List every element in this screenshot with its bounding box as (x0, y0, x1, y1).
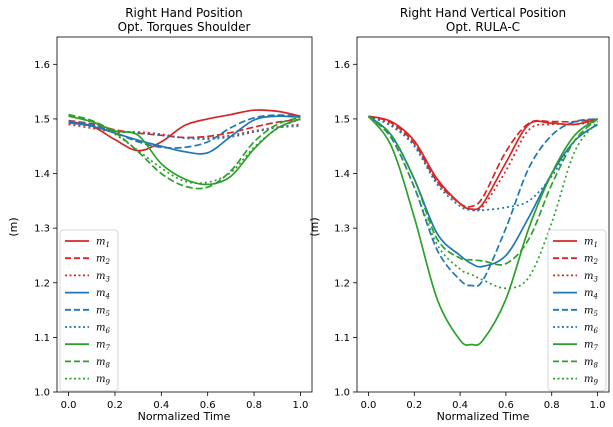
x-tick-label: 1.0 (590, 400, 606, 411)
y-tick-label: 1.4 (34, 169, 50, 180)
x-tick-label: 0.4 (153, 400, 169, 411)
series-line-m5 (367, 115, 598, 288)
x-tick-label: 1.0 (292, 400, 308, 411)
y-tick-label: 1.6 (334, 60, 350, 71)
y-tick-label: 1.2 (34, 278, 50, 289)
series-line-m4 (68, 115, 301, 155)
series-line-m9 (68, 114, 301, 185)
left-chart: Right Hand Position Opt. Torques Shoulde… (7, 6, 313, 423)
y-tick-label: 1.1 (34, 333, 50, 344)
series-line-m7 (367, 115, 599, 346)
left-chart-ylabel: (m) (7, 217, 20, 236)
x-tick-label: 0.6 (498, 400, 514, 411)
series-line-m8 (68, 113, 301, 190)
series-line-m1 (368, 115, 598, 211)
y-tick-label: 1.1 (334, 333, 350, 344)
right-chart-title: Right Hand Vertical Position (400, 6, 566, 20)
x-tick-label: 0.8 (544, 400, 560, 411)
series-line-m9 (367, 115, 599, 290)
y-tick-label: 1.0 (34, 388, 50, 399)
y-tick-label: 1.2 (334, 278, 350, 289)
left-chart-plot-area: 0.0 0.2 0.4 0.6 0.8 1.0 1.0 1.1 1.2 1.3 1.4 1.5 1.6 m… (34, 36, 313, 411)
plot-frame (356, 36, 610, 393)
y-tick-label: 1.0 (334, 388, 350, 399)
left-chart-subtitle: Opt. Torques Shoulder (118, 20, 251, 34)
left-chart-title: Right Hand Position (125, 6, 243, 20)
y-tick-label: 1.3 (34, 224, 50, 235)
series-line-m6 (68, 121, 301, 141)
series-line-m8 (367, 115, 599, 266)
x-tick-label: 0.2 (406, 400, 422, 411)
right-chart-subtitle: Opt. RULA-C (446, 20, 520, 34)
series-line-m2 (368, 115, 598, 208)
x-tick-label: 0.4 (452, 400, 468, 411)
x-tick-label: 0.0 (61, 400, 77, 411)
x-tick-label: 0.0 (361, 400, 377, 411)
left-chart-xlabel: Normalized Time (138, 410, 231, 423)
x-tick-label: 0.2 (107, 400, 123, 411)
y-tick-label: 1.3 (334, 224, 350, 235)
y-tick-label: 1.5 (334, 114, 350, 125)
right-chart: Right Hand Vertical Position Opt. RULA-C… (308, 6, 610, 423)
y-tick-label: 1.4 (334, 169, 350, 180)
plot-frame (56, 36, 313, 393)
y-tick-label: 1.5 (34, 114, 50, 125)
series-line-m3 (368, 116, 598, 212)
right-chart-plot-area: 0.0 0.2 0.4 0.6 0.8 1.0 1.0 1.1 1.2 1.3 1.4 1.5 1.6 m… (334, 36, 610, 411)
y-tick-label: 1.6 (34, 60, 50, 71)
series-line-m1 (68, 109, 301, 152)
x-tick-label: 0.8 (246, 400, 262, 411)
x-tick-label: 0.6 (200, 400, 216, 411)
right-chart-xlabel: Normalized Time (437, 410, 530, 423)
series-line-m6 (368, 115, 599, 212)
right-chart-ylabel: (m) (308, 217, 321, 236)
